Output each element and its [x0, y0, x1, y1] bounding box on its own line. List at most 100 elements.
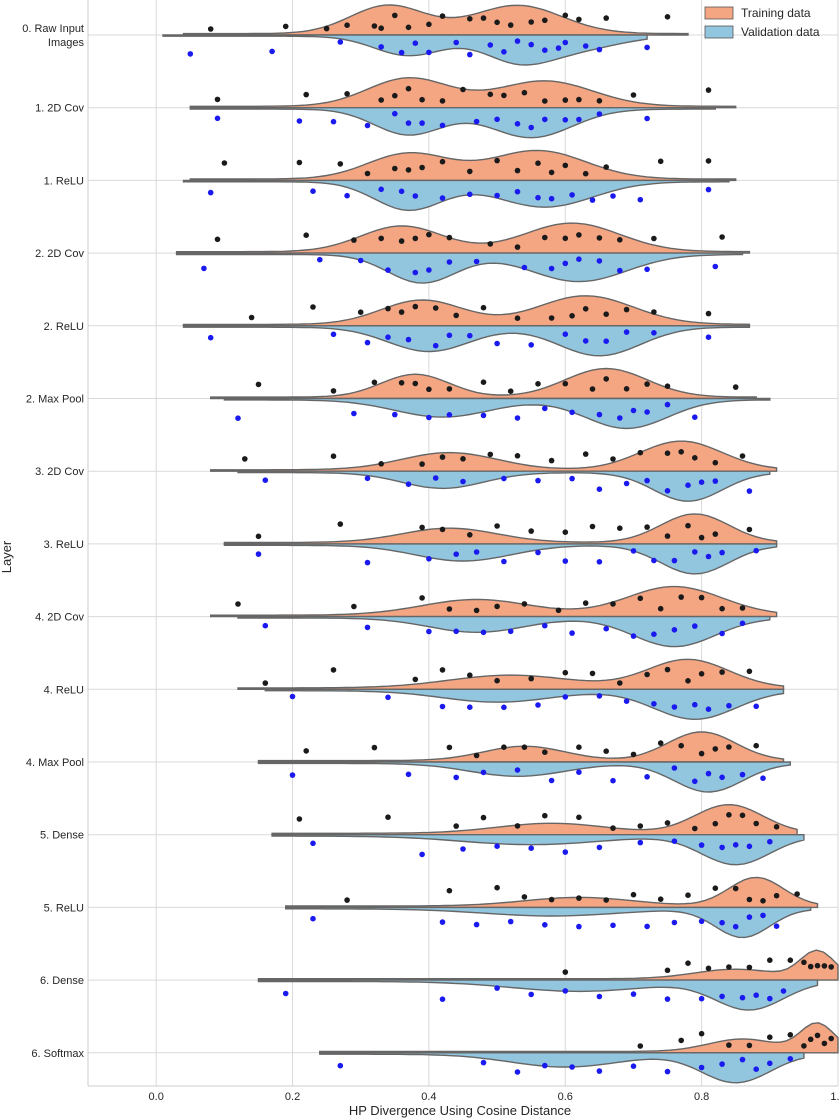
point-validation: [426, 556, 432, 562]
point-training: [698, 671, 705, 677]
point-training: [521, 89, 528, 96]
point-training: [596, 235, 603, 241]
point-validation: [617, 415, 623, 421]
point-validation: [644, 923, 650, 930]
violin-half-training: [257, 949, 839, 981]
point-validation: [753, 1066, 759, 1072]
point-validation: [739, 1056, 746, 1063]
point-training: [460, 456, 466, 462]
point-training: [439, 13, 446, 19]
point-training: [419, 461, 425, 467]
point-training: [562, 529, 569, 535]
point-validation: [494, 843, 500, 849]
point-validation: [569, 192, 575, 198]
point-validation: [473, 118, 480, 125]
point-validation: [712, 478, 719, 484]
point-training: [392, 92, 398, 99]
point-validation: [296, 118, 303, 124]
point-validation: [405, 771, 412, 778]
point-training: [712, 820, 719, 827]
point-training: [296, 159, 303, 166]
point-training: [385, 814, 391, 820]
point-validation: [753, 703, 759, 710]
point-validation: [651, 330, 657, 336]
point-validation: [337, 1062, 344, 1069]
point-training: [419, 164, 425, 171]
point-validation: [330, 331, 337, 338]
y-tick-label: 4. 2D Cov: [35, 612, 84, 624]
point-training: [603, 164, 609, 170]
point-validation: [548, 777, 555, 784]
y-tick-label: 2. 2D Cov: [35, 248, 84, 260]
point-training: [487, 241, 494, 247]
violin-half-validation: [237, 470, 771, 502]
point-training: [746, 964, 753, 971]
point-training: [528, 675, 534, 682]
x-tick-label: 0.6: [558, 1091, 573, 1103]
point-validation: [392, 411, 398, 418]
point-validation: [767, 995, 773, 1002]
point-training: [582, 306, 589, 312]
point-training: [821, 963, 828, 969]
point-training: [617, 525, 623, 531]
point-validation: [562, 331, 569, 338]
point-validation: [753, 547, 759, 554]
point-training: [255, 381, 262, 388]
point-validation: [644, 44, 650, 51]
point-training: [657, 158, 664, 165]
point-training: [576, 814, 582, 821]
point-validation: [548, 265, 555, 272]
point-training: [603, 748, 609, 754]
violin-half-training: [189, 149, 737, 182]
point-training: [657, 896, 664, 902]
point-training: [344, 897, 350, 903]
point-validation: [698, 918, 705, 925]
point-validation: [637, 839, 644, 846]
violin-half-training: [237, 658, 785, 690]
point-validation: [596, 693, 603, 699]
point-validation: [596, 411, 603, 418]
point-validation: [576, 116, 582, 123]
point-training: [542, 234, 548, 241]
point-validation: [412, 40, 419, 46]
point-training: [576, 96, 582, 103]
point-training: [821, 1040, 828, 1047]
point-validation: [535, 477, 541, 484]
point-validation: [453, 774, 460, 781]
point-validation: [542, 1062, 548, 1069]
point-training: [794, 891, 800, 897]
point-training: [767, 1034, 773, 1040]
point-validation: [562, 117, 569, 123]
point-training: [678, 594, 684, 600]
point-training: [419, 524, 425, 531]
point-training: [623, 306, 630, 313]
point-validation: [719, 774, 725, 781]
point-training: [453, 823, 460, 829]
point-training: [521, 744, 528, 750]
point-validation: [405, 120, 412, 126]
point-validation: [780, 988, 787, 994]
point-validation: [473, 549, 480, 555]
y-tick-label: 6. Softmax: [31, 1048, 84, 1060]
point-training: [303, 91, 310, 98]
point-validation: [746, 488, 753, 494]
violin-half-validation: [257, 979, 819, 1011]
point-validation: [569, 475, 575, 482]
point-training: [814, 1032, 821, 1039]
point-validation: [473, 258, 480, 265]
point-validation: [644, 409, 650, 415]
point-validation: [426, 414, 432, 421]
y-tick-label: 6. Dense: [40, 975, 84, 987]
point-training: [480, 15, 487, 21]
point-training: [610, 456, 616, 462]
point-training: [439, 526, 446, 533]
point-validation: [671, 919, 678, 926]
violin-half-training: [182, 4, 689, 36]
point-training: [678, 1037, 684, 1044]
point-validation: [705, 186, 712, 193]
point-validation: [582, 43, 589, 49]
point-training: [385, 305, 391, 312]
legend-label-training: Training data: [741, 6, 811, 20]
point-training: [651, 309, 657, 315]
violin-half-training: [182, 295, 751, 327]
